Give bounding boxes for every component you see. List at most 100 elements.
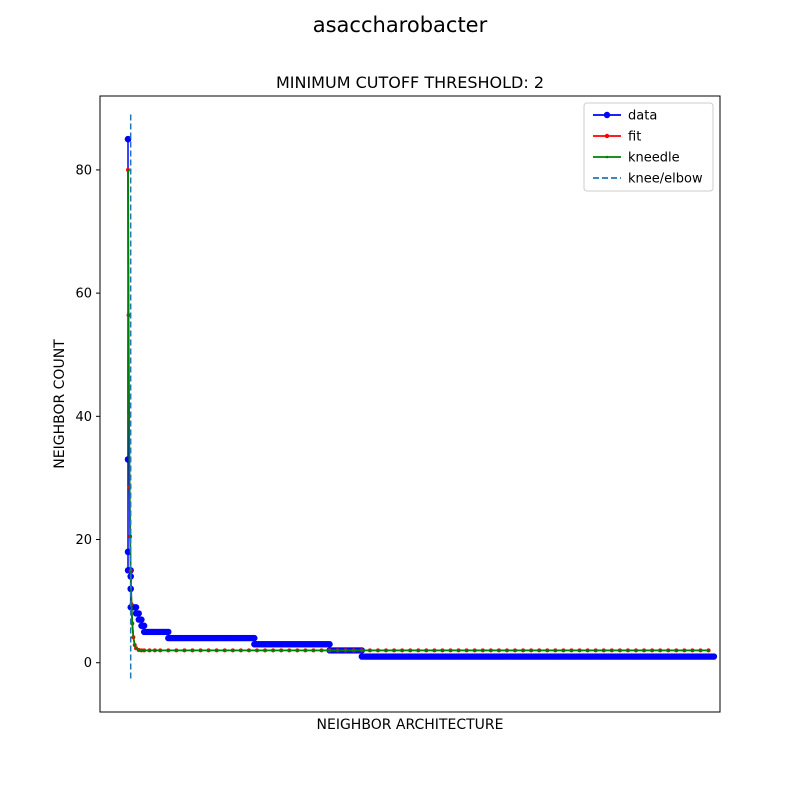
kneedle-point (707, 649, 710, 652)
kneedle-point (288, 649, 291, 652)
kneedle-series-markers (127, 168, 710, 652)
kneedle-point (514, 649, 517, 652)
kneedle-point (131, 622, 134, 625)
kneedle-point (175, 649, 178, 652)
data-point (165, 628, 172, 636)
kneedle-point (586, 649, 589, 652)
kneedle-point (207, 649, 210, 652)
kneedle-point (562, 649, 565, 652)
kneedle-point (634, 649, 637, 652)
kneedle-point (425, 649, 428, 652)
kneedle-point (441, 649, 444, 652)
kneedle-point (538, 649, 541, 652)
kneedle-point (578, 649, 581, 652)
kneedle-point (489, 649, 492, 652)
kneedle-point (133, 644, 136, 647)
legend-swatch-marker (605, 155, 609, 159)
kneedle-point (159, 649, 162, 652)
fit-series-markers (126, 167, 711, 653)
y-axis-label: NEIGHBOR COUNT (52, 339, 68, 469)
plot-area (124, 114, 718, 682)
kneedle-point (465, 649, 468, 652)
chart-title: MINIMUM CUTOFF THRESHOLD: 2 (276, 73, 544, 92)
kneedle-point (129, 535, 132, 538)
kneedle-point (675, 649, 678, 652)
y-tick-label: 60 (75, 287, 92, 302)
kneedle-point (497, 649, 500, 652)
kneedle-point (385, 649, 388, 652)
kneedle-point (473, 649, 476, 652)
legend-entry-label: kneedle (628, 151, 680, 166)
fit-series-line (127, 169, 709, 652)
kneedle-point (128, 415, 131, 418)
legend-swatch-marker (603, 111, 611, 119)
kneedle-point (610, 649, 613, 652)
kneedle-point (336, 649, 339, 652)
kneedle-point (659, 649, 662, 652)
kneedle-point (376, 649, 379, 652)
kneedle-point (417, 649, 420, 652)
data-point (132, 604, 140, 611)
kneedle-point (127, 314, 130, 317)
kneedle-point (223, 649, 226, 652)
kneedle-point (127, 168, 129, 171)
kneedle-point (594, 649, 597, 652)
data-point (138, 616, 145, 623)
kneedle-point (247, 649, 250, 652)
kneedle-point (352, 649, 355, 652)
legend-entry-label: data (628, 109, 657, 124)
kneedle-point (667, 649, 670, 652)
data-series-markers (124, 135, 718, 660)
kneedle-point (505, 649, 508, 652)
kneedle-point (153, 649, 156, 652)
legend-entry-label: fit (628, 130, 641, 145)
kneedle-point (368, 649, 371, 652)
kneedle-point (393, 649, 396, 652)
kneedle-point (167, 649, 170, 652)
kneedle-point (554, 649, 557, 652)
y-tick-label: 20 (75, 533, 92, 548)
kneedle-point (626, 649, 629, 652)
kneedle-point (481, 649, 484, 652)
chart-suptitle: asaccharobacter (313, 13, 488, 37)
data-point (710, 653, 718, 660)
kneedle-point (135, 647, 138, 650)
kneedle-point (409, 649, 412, 652)
kneedle-point (132, 636, 135, 639)
kneedle-point (215, 649, 218, 652)
y-axis-ticks: 0 20 40 60 80 (75, 163, 100, 671)
kneedle-point (360, 649, 363, 652)
y-tick-label: 0 (84, 656, 92, 671)
y-tick-label: 80 (75, 163, 92, 178)
kneedle-point (449, 649, 452, 652)
data-point (124, 135, 132, 143)
kneedle-point (264, 649, 267, 652)
kneedle-point (401, 649, 404, 652)
kneedle-point (191, 649, 194, 652)
kneedle-point (546, 649, 549, 652)
kneedle-point (683, 649, 686, 652)
kneedle-point (618, 649, 621, 652)
kneedle-point (304, 649, 307, 652)
kneedle-point (643, 649, 646, 652)
kneedle-point (320, 649, 323, 652)
kneedle-point (651, 649, 654, 652)
kneedle-point (183, 649, 186, 652)
data-series-line (127, 139, 714, 658)
kneedle-point (530, 649, 533, 652)
data-point (251, 634, 258, 642)
kneedle-point (699, 649, 702, 652)
legend-swatch-marker (604, 133, 610, 139)
kneedle-point (312, 649, 315, 652)
y-tick-label: 40 (75, 410, 92, 425)
legend-entry-label: knee/elbow (628, 172, 703, 187)
kneedle-point (272, 649, 275, 652)
data-point (140, 622, 148, 629)
kneedle-point (137, 649, 140, 652)
legend: data fit kneedle knee/elbow (583, 102, 714, 192)
kneedle-point (457, 649, 460, 652)
kneedle-point (433, 649, 436, 652)
kneedle-point (522, 649, 525, 652)
kneedle-point (691, 649, 694, 652)
